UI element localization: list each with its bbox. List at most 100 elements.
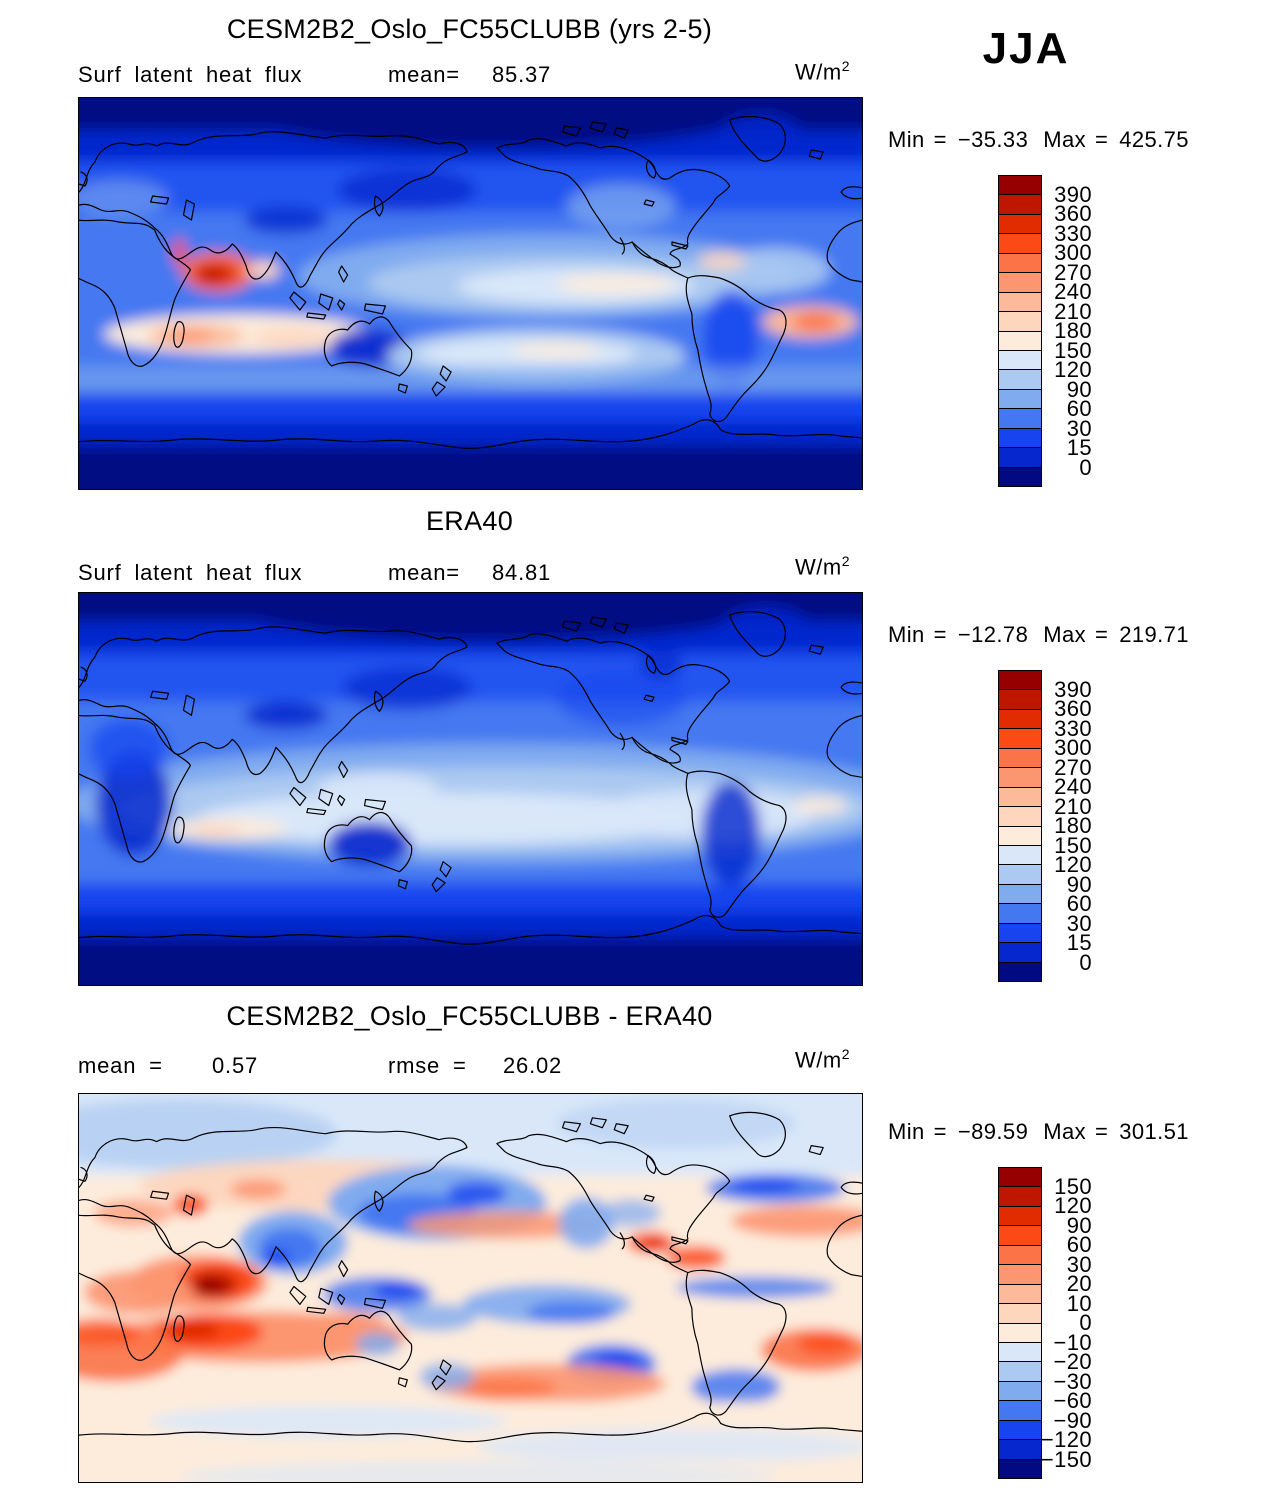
colorbar-cell	[999, 1283, 1041, 1304]
panel2-min-eq: =	[933, 622, 947, 647]
colorbar-tick-label: 60	[1066, 396, 1092, 421]
colorbar-cell	[999, 961, 1041, 981]
colorbar-tick-label: 180	[1054, 318, 1092, 343]
colorbar-cell	[999, 786, 1041, 807]
colorbar-tick-label: 180	[1054, 813, 1092, 838]
colorbar-tick-label: −20	[1053, 1349, 1092, 1374]
panel3-rmse-label: rmse =	[388, 1053, 467, 1078]
panel1-max-label: Max	[1043, 127, 1086, 152]
panel2-min-value: −12.78	[957, 622, 1029, 647]
colorbar-tick-label: 90	[1066, 871, 1092, 897]
colorbar-cell	[999, 1264, 1041, 1284]
colorbar-tick-label: 330	[1054, 715, 1092, 741]
colorbar-tick-label: −120	[1040, 1427, 1092, 1452]
colorbar-tick-label: 330	[1054, 220, 1092, 246]
panel3-units-base: W/m	[795, 1047, 842, 1073]
panel1-units: W/m2	[795, 58, 850, 85]
panel1-units-exponent: 2	[841, 58, 850, 74]
colorbar-tick-label: −10	[1053, 1329, 1092, 1355]
colorbar-cell	[999, 330, 1041, 350]
colorbar-tick-label: 300	[1054, 240, 1092, 265]
colorbar-tick-label: 210	[1054, 793, 1092, 819]
colorbar-tick-label: 120	[1054, 852, 1092, 877]
colorbar-cell	[999, 1361, 1041, 1381]
panel2-max-label: Max	[1043, 622, 1086, 647]
colorbar-tick-label: 10	[1066, 1290, 1092, 1316]
colorbar-cell	[999, 1186, 1041, 1206]
panel2-variable-label: Surf latent heat flux	[78, 560, 303, 585]
colorbar-cell	[999, 194, 1041, 214]
colorbar-cell	[999, 1244, 1041, 1265]
colorbar-tick-label: 30	[1066, 910, 1092, 936]
panel3-title: CESM2B2_Oslo_FC55CLUBB - ERA40	[226, 1001, 713, 1031]
colorbar-tick-label: 390	[1054, 181, 1092, 207]
panel2-title: ERA40	[425, 506, 514, 536]
panel2-max-eq: =	[1094, 622, 1109, 647]
colorbar-2: 390 360 330 300 270 240 210 180 150 120 90 60 30 15 0	[998, 670, 1158, 982]
colorbar-cell	[999, 1225, 1041, 1245]
colorbar-cell	[999, 447, 1041, 467]
panel3-mean-label: mean =	[78, 1053, 163, 1078]
panel1-min-value: −35.33	[957, 127, 1029, 152]
colorbar-tick-label: 390	[1054, 676, 1092, 702]
colorbar-cell	[999, 1341, 1041, 1362]
colorbar-cell	[999, 671, 1041, 690]
colorbar-cell	[999, 369, 1041, 389]
colorbar-tick-label: 90	[1066, 376, 1092, 402]
panel3-units: W/m2	[795, 1046, 850, 1073]
colorbar-tick-label: 360	[1054, 201, 1092, 226]
colorbar-tick-label: 270	[1054, 259, 1092, 285]
panel3-max-value: 301.51	[1119, 1119, 1189, 1144]
colorbar-cell	[999, 708, 1041, 729]
panel1-max-value: 425.75	[1119, 127, 1189, 152]
colorbar-tick-label: 150	[1054, 1173, 1092, 1199]
colorbar-cell	[999, 233, 1041, 253]
panel2-minmax: Min = −12.78 Max = 219.71	[888, 622, 1189, 648]
colorbar-cell	[999, 903, 1041, 923]
panel2-min-label: Min	[888, 622, 925, 647]
colorbar-tick-label: 150	[1054, 832, 1092, 858]
colorbar-tick-label: 300	[1054, 735, 1092, 760]
colorbar-tick-label: 0	[1079, 949, 1092, 975]
colorbar-cells	[998, 175, 1042, 487]
colorbar-cell	[999, 427, 1041, 448]
colorbar-tick-label: 30	[1066, 1251, 1092, 1277]
colorbar-cell	[999, 1380, 1041, 1401]
map-difference-model-minus-era40	[78, 1093, 863, 1483]
colorbar-cell	[999, 388, 1041, 409]
colorbar-cell	[999, 272, 1041, 292]
colorbar-tick-label: 15	[1066, 435, 1092, 460]
colorbar-cell	[999, 844, 1041, 865]
colorbar-3: 150 120 90 60 30 20 10 0 −10 −20 −30 −60 −90 −120 −150	[998, 1167, 1158, 1479]
colorbar-cell	[999, 1439, 1041, 1459]
colorbar-cell	[999, 767, 1041, 787]
panel2-mean-label: mean=	[388, 560, 460, 585]
panel3-max-label: Max	[1043, 1119, 1086, 1144]
colorbar-cell	[999, 349, 1041, 370]
colorbar-cell	[999, 1168, 1041, 1187]
colorbar-tick-label: 120	[1054, 1193, 1092, 1218]
colorbar-cell	[999, 922, 1041, 943]
colorbar-tick-label: 120	[1054, 357, 1092, 382]
colorbar-tick-label: −90	[1053, 1407, 1092, 1433]
map-era40-latent-heat-flux	[78, 592, 863, 986]
panel3-max-eq: =	[1094, 1119, 1109, 1144]
panel3-units-exponent: 2	[841, 1046, 850, 1062]
panel3-min-label: Min	[888, 1119, 925, 1144]
panel1-variable-label: Surf latent heat flux	[78, 62, 303, 87]
colorbar-cell	[999, 806, 1041, 826]
panel3-rmse-value: 26.02	[503, 1053, 563, 1078]
colorbar-tick-label: 90	[1066, 1212, 1092, 1238]
panel2-units-base: W/m	[795, 554, 842, 580]
colorbar-cell	[999, 825, 1041, 845]
colorbar-tick-label: 60	[1066, 891, 1092, 916]
panel3-min-value: −89.59	[957, 1119, 1029, 1144]
colorbar-tick-label: −150	[1040, 1446, 1092, 1472]
panel3-min-eq: =	[933, 1119, 947, 1144]
colorbar-cells	[998, 1167, 1042, 1479]
colorbar-tick-label: 15	[1066, 930, 1092, 955]
colorbar-cell	[999, 1322, 1041, 1342]
panel2-units-exponent: 2	[841, 553, 850, 569]
colorbar-cell	[999, 728, 1041, 748]
colorbar-tick-label: 30	[1066, 415, 1092, 441]
